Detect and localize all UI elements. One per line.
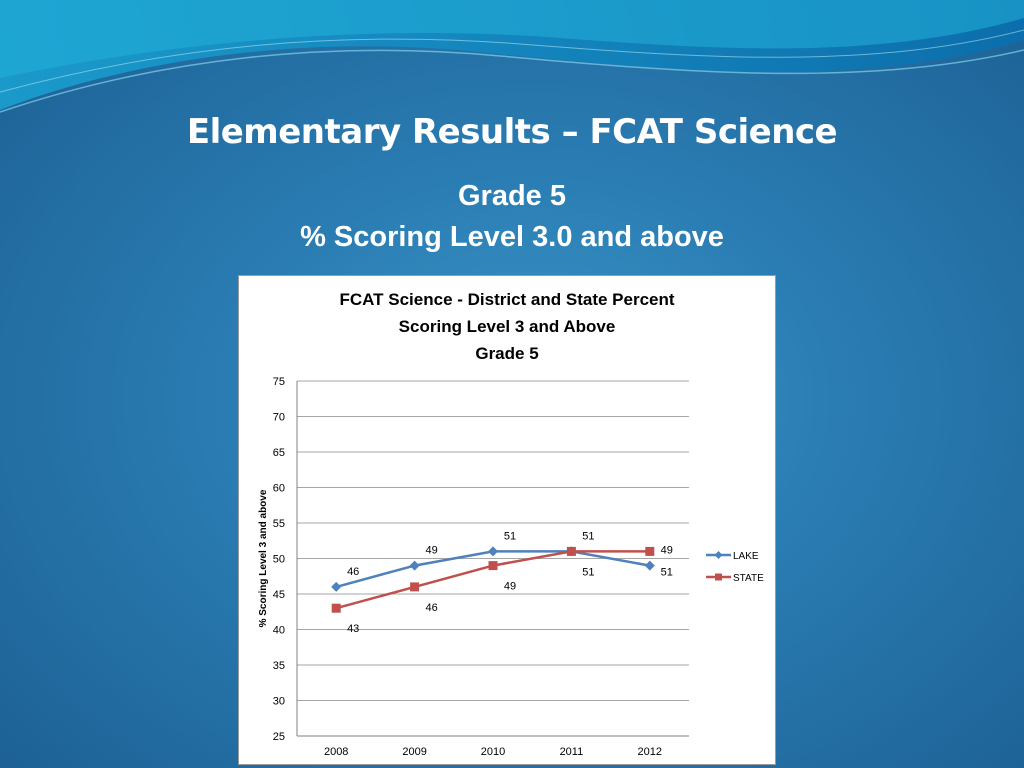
legend-label-state: STATE xyxy=(733,573,764,584)
data-label-state: 49 xyxy=(504,581,516,593)
slide-title: Elementary Results – FCAT Science xyxy=(186,112,838,152)
y-tick-label: 35 xyxy=(273,660,285,672)
chart-title-line: Grade 5 xyxy=(475,344,538,363)
y-tick-label: 25 xyxy=(273,731,285,743)
decorative-waves xyxy=(0,0,1024,113)
y-tick-label: 65 xyxy=(273,447,285,459)
y-tick-label: 75 xyxy=(273,376,285,388)
data-point-state xyxy=(488,561,498,571)
data-label-state: 51 xyxy=(661,566,673,578)
legend-marker-lake xyxy=(714,551,723,559)
x-tick-label: 2009 xyxy=(402,746,426,758)
y-tick-label: 70 xyxy=(273,412,285,424)
data-point-lake xyxy=(409,560,420,571)
data-point-lake xyxy=(331,581,342,592)
chart-container: FCAT Science - District and State Percen… xyxy=(238,275,776,765)
chart-title-line: Scoring Level 3 and Above xyxy=(399,317,616,336)
y-tick-label: 55 xyxy=(273,518,285,530)
data-label-state: 46 xyxy=(425,602,437,614)
slide-subtitle-grade: Grade 5 xyxy=(458,180,566,212)
data-point-state xyxy=(566,546,576,556)
data-label-lake: 51 xyxy=(582,530,594,542)
y-tick-label: 50 xyxy=(273,554,285,566)
data-point-state xyxy=(331,603,341,613)
y-axis-label: % Scoring Level 3 and above xyxy=(258,489,269,627)
x-tick-label: 2008 xyxy=(324,746,348,758)
slide-subtitle-metric: % Scoring Level 3.0 and above xyxy=(300,221,724,253)
data-point-lake xyxy=(644,560,655,571)
y-tick-label: 30 xyxy=(273,696,285,708)
y-tick-label: 60 xyxy=(273,483,285,495)
chart-title-line: FCAT Science - District and State Percen… xyxy=(339,290,674,309)
data-label-state: 51 xyxy=(582,566,594,578)
x-tick-label: 2011 xyxy=(560,746,584,758)
data-label-lake: 51 xyxy=(504,530,516,542)
y-tick-label: 45 xyxy=(273,589,285,601)
data-label-lake: 46 xyxy=(347,566,359,578)
y-tick-label: 40 xyxy=(273,625,285,637)
legend-label-lake: LAKE xyxy=(733,551,759,562)
data-point-state xyxy=(410,582,420,592)
line-chart: FCAT Science - District and State Percen… xyxy=(258,290,764,758)
x-tick-label: 2012 xyxy=(638,746,662,758)
data-label-state: 43 xyxy=(347,623,359,635)
series-line-state xyxy=(335,550,650,610)
data-point-lake xyxy=(488,546,498,557)
x-tick-label: 2010 xyxy=(481,746,505,758)
data-point-state xyxy=(645,546,655,556)
data-label-lake: 49 xyxy=(425,545,437,557)
data-label-lake: 49 xyxy=(661,545,673,557)
legend-marker-state xyxy=(715,573,722,581)
